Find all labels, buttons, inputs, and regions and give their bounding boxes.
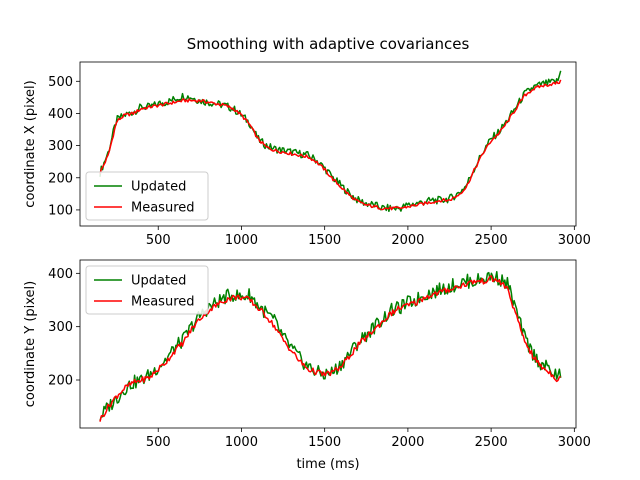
chart-title: Smoothing with adaptive covariances xyxy=(187,35,470,53)
y-tick-label: 300 xyxy=(48,139,73,154)
x-tick-label: 2500 xyxy=(475,233,508,248)
x-tick-label: 500 xyxy=(146,435,171,450)
y-tick-label: 100 xyxy=(48,203,73,218)
x-tick-label: 500 xyxy=(146,233,171,248)
legend-updated-label: Updated xyxy=(131,274,186,289)
y-tick-label: 400 xyxy=(48,107,73,122)
legend-box xyxy=(85,265,209,315)
y-coordinate-panel: 500 1000 1500 2000 2500 3000 200 300 400 coordina… xyxy=(23,259,591,450)
axes-frame xyxy=(79,259,577,429)
legend-box xyxy=(85,171,209,221)
x-tick-label: 1000 xyxy=(225,233,258,248)
legend-measured-label: Measured xyxy=(131,201,195,216)
y-tick-label: 300 xyxy=(48,320,73,335)
legend-measured-label: Measured xyxy=(131,295,195,310)
y-axis-label: coordinate Y (pixel) xyxy=(23,281,38,407)
measured-series-line xyxy=(99,275,561,422)
x-coordinate-panel: 500 1000 1500 2000 2500 3000 100 200 300 400 500 co… xyxy=(23,61,591,248)
x-tick-label: 1500 xyxy=(308,435,341,450)
legend-updated-label: Updated xyxy=(131,180,186,195)
x-tick-label: 1000 xyxy=(225,435,258,450)
x-tick-label: 3000 xyxy=(558,233,591,248)
legend: Updated Measured xyxy=(85,265,209,315)
y-tick-label: 200 xyxy=(48,171,73,186)
y-tick-label: 200 xyxy=(48,374,73,389)
x-tick-label: 1500 xyxy=(308,233,341,248)
legend: Updated Measured xyxy=(85,171,209,221)
x-tick-label: 3000 xyxy=(558,435,591,450)
y-tick-label: 400 xyxy=(48,267,73,282)
x-axis-label: time (ms) xyxy=(296,457,359,472)
x-tick-label: 2000 xyxy=(391,233,424,248)
axes-frame xyxy=(79,61,577,227)
y-tick-label: 500 xyxy=(48,75,73,90)
y-axis-label: coordinate X (pixel) xyxy=(23,80,38,207)
x-tick-label: 2000 xyxy=(391,435,424,450)
measured-series-line xyxy=(99,79,562,211)
x-tick-label: 2500 xyxy=(475,435,508,450)
